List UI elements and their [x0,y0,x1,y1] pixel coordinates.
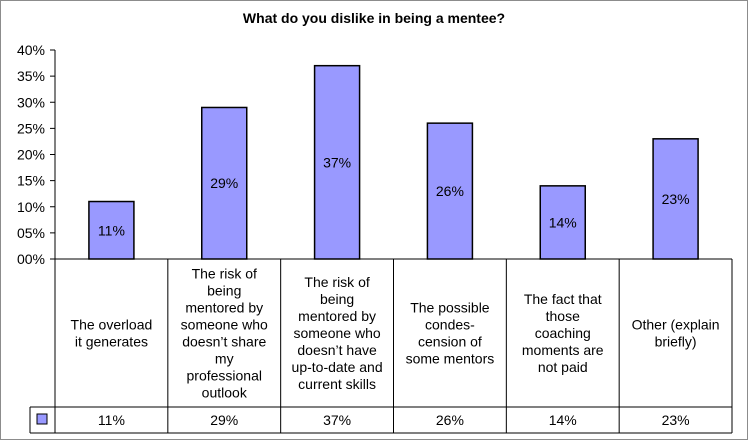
category-label: doesn’t have [297,342,377,358]
category-label: up-to-date and [292,359,383,375]
y-tick-label: 35% [17,68,45,84]
y-tick-label: 25% [17,120,45,136]
category-label: someone who [293,325,380,341]
legend-key [36,413,48,425]
category-label: The risk of [192,266,257,282]
table-value: 26% [436,412,464,428]
category-label: someone who [181,317,268,333]
table-value: 29% [210,412,238,428]
category-label: condes- [425,317,475,333]
axis-layer: 40% 35% 30% 25% 20% 15% 10% 05% 00% [17,42,56,267]
category-label: those [546,308,580,324]
data-label: 23% [662,191,690,207]
bars-layer: 11% 29% 37% 26% 14% 23% [88,64,699,260]
y-tick-label: 10% [17,199,45,215]
category-label: being [320,291,354,307]
category-label: some mentors [406,351,495,367]
y-tick-label: 00% [17,251,45,267]
chart-title: What do you dislike in being a mentee? [242,10,506,26]
category-label: cension of [418,334,482,350]
category-label: The fact that [524,291,602,307]
y-tick-label: 20% [17,147,45,163]
category-label: The risk of [304,274,369,290]
data-label: 26% [436,183,464,199]
category-label: briefly) [655,334,697,350]
category-label: mentored by [298,308,376,324]
data-label: 37% [323,154,351,170]
category-label: my [215,351,234,367]
y-tick-label: 15% [17,173,45,189]
category-label: current skills [298,376,376,392]
data-label: 11% [98,222,125,238]
category-label: doesn’t share [182,334,266,350]
category-label: outlook [202,385,248,401]
category-label: moments are [522,342,604,358]
category-label: Other (explain [632,317,720,333]
category-label: The overload [71,317,153,333]
category-label: mentored by [185,300,263,316]
category-label: being [207,283,241,299]
y-tick-label: 30% [17,94,45,110]
table-value: 37% [323,412,351,428]
bar [652,138,699,260]
category-label: professional [187,368,263,384]
y-tick-label: 05% [17,225,45,241]
table-value: 23% [662,412,690,428]
category-label: The possible [410,300,490,316]
bar [539,185,586,260]
table-value: 11% [98,412,125,428]
table-value: 14% [549,412,577,428]
category-label: it generates [75,334,148,350]
category-label: not paid [538,359,588,375]
data-label: 14% [549,214,577,230]
category-label: coaching [535,325,591,341]
bar [426,122,474,260]
data-label: 29% [210,175,238,191]
y-tick-label: 40% [17,42,45,58]
